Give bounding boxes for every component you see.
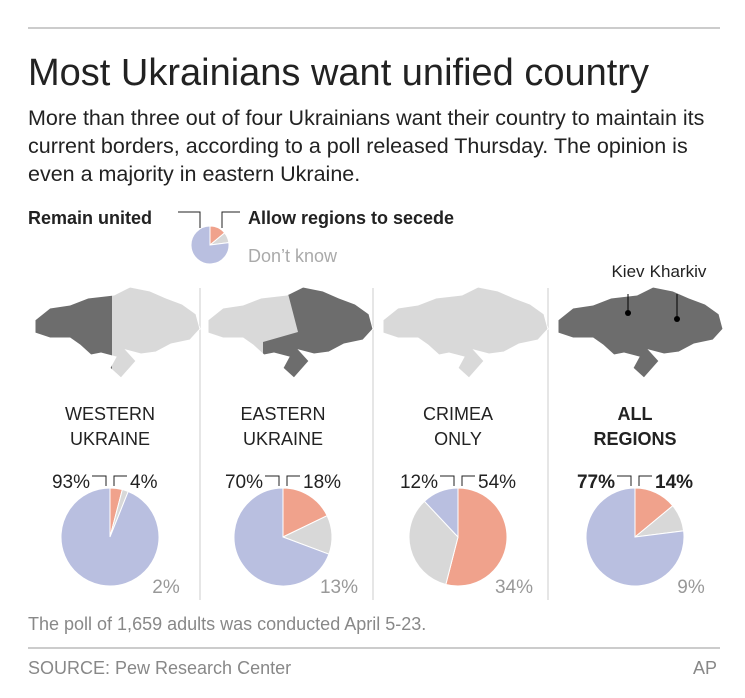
label-bracket — [265, 475, 300, 486]
map-label: Kiev — [611, 262, 645, 281]
legend-label: Don’t know — [248, 246, 338, 266]
value-label: 54% — [478, 472, 516, 493]
value-label: 2% — [152, 577, 180, 598]
map-crimea — [382, 286, 549, 379]
legend-bracket — [178, 211, 240, 228]
value-label: 18% — [303, 472, 341, 493]
credit: AP — [692, 658, 717, 678]
pie-title: ALL REGIONS — [593, 404, 677, 449]
pie-slice — [233, 487, 330, 587]
legend-swatch — [190, 225, 230, 265]
legend-label: Remain united — [28, 208, 152, 228]
source: SOURCE: Pew Research Center — [28, 658, 292, 678]
label-bracket — [440, 475, 475, 486]
value-label: 9% — [677, 577, 705, 598]
value-label: 70% — [225, 472, 263, 493]
map-all — [557, 286, 724, 379]
title: Most Ukrainians want unified country — [28, 52, 649, 94]
value-label: 14% — [655, 472, 693, 493]
footnote: The poll of 1,659 adults was conducted A… — [28, 614, 427, 634]
map-label: Kharkiv — [650, 262, 707, 281]
pie-slice — [585, 487, 685, 587]
subtitle: More than three out of four Ukrainians w… — [28, 106, 705, 186]
value-label: 34% — [495, 577, 533, 598]
value-label: 93% — [52, 472, 90, 493]
pie-title: WESTERN UKRAINE — [65, 404, 155, 449]
pie-slice — [445, 487, 508, 587]
pie-title: CRIMEA ONLY — [422, 404, 493, 449]
legend-pie — [190, 225, 230, 265]
legend-label: Allow regions to secede — [248, 208, 454, 228]
value-label: 4% — [130, 472, 158, 493]
map-eastern — [207, 286, 374, 379]
value-label: 12% — [400, 472, 438, 493]
pie-slice — [282, 487, 328, 538]
value-label: 13% — [320, 577, 358, 598]
pie-title: EASTERN UKRAINE — [240, 404, 326, 449]
label-bracket — [617, 475, 652, 486]
pie-slice — [423, 487, 459, 539]
value-label: 77% — [577, 472, 615, 493]
map-western — [34, 286, 201, 379]
label-bracket — [92, 475, 127, 486]
pie-slice — [60, 487, 160, 587]
pie-slice — [408, 500, 459, 586]
